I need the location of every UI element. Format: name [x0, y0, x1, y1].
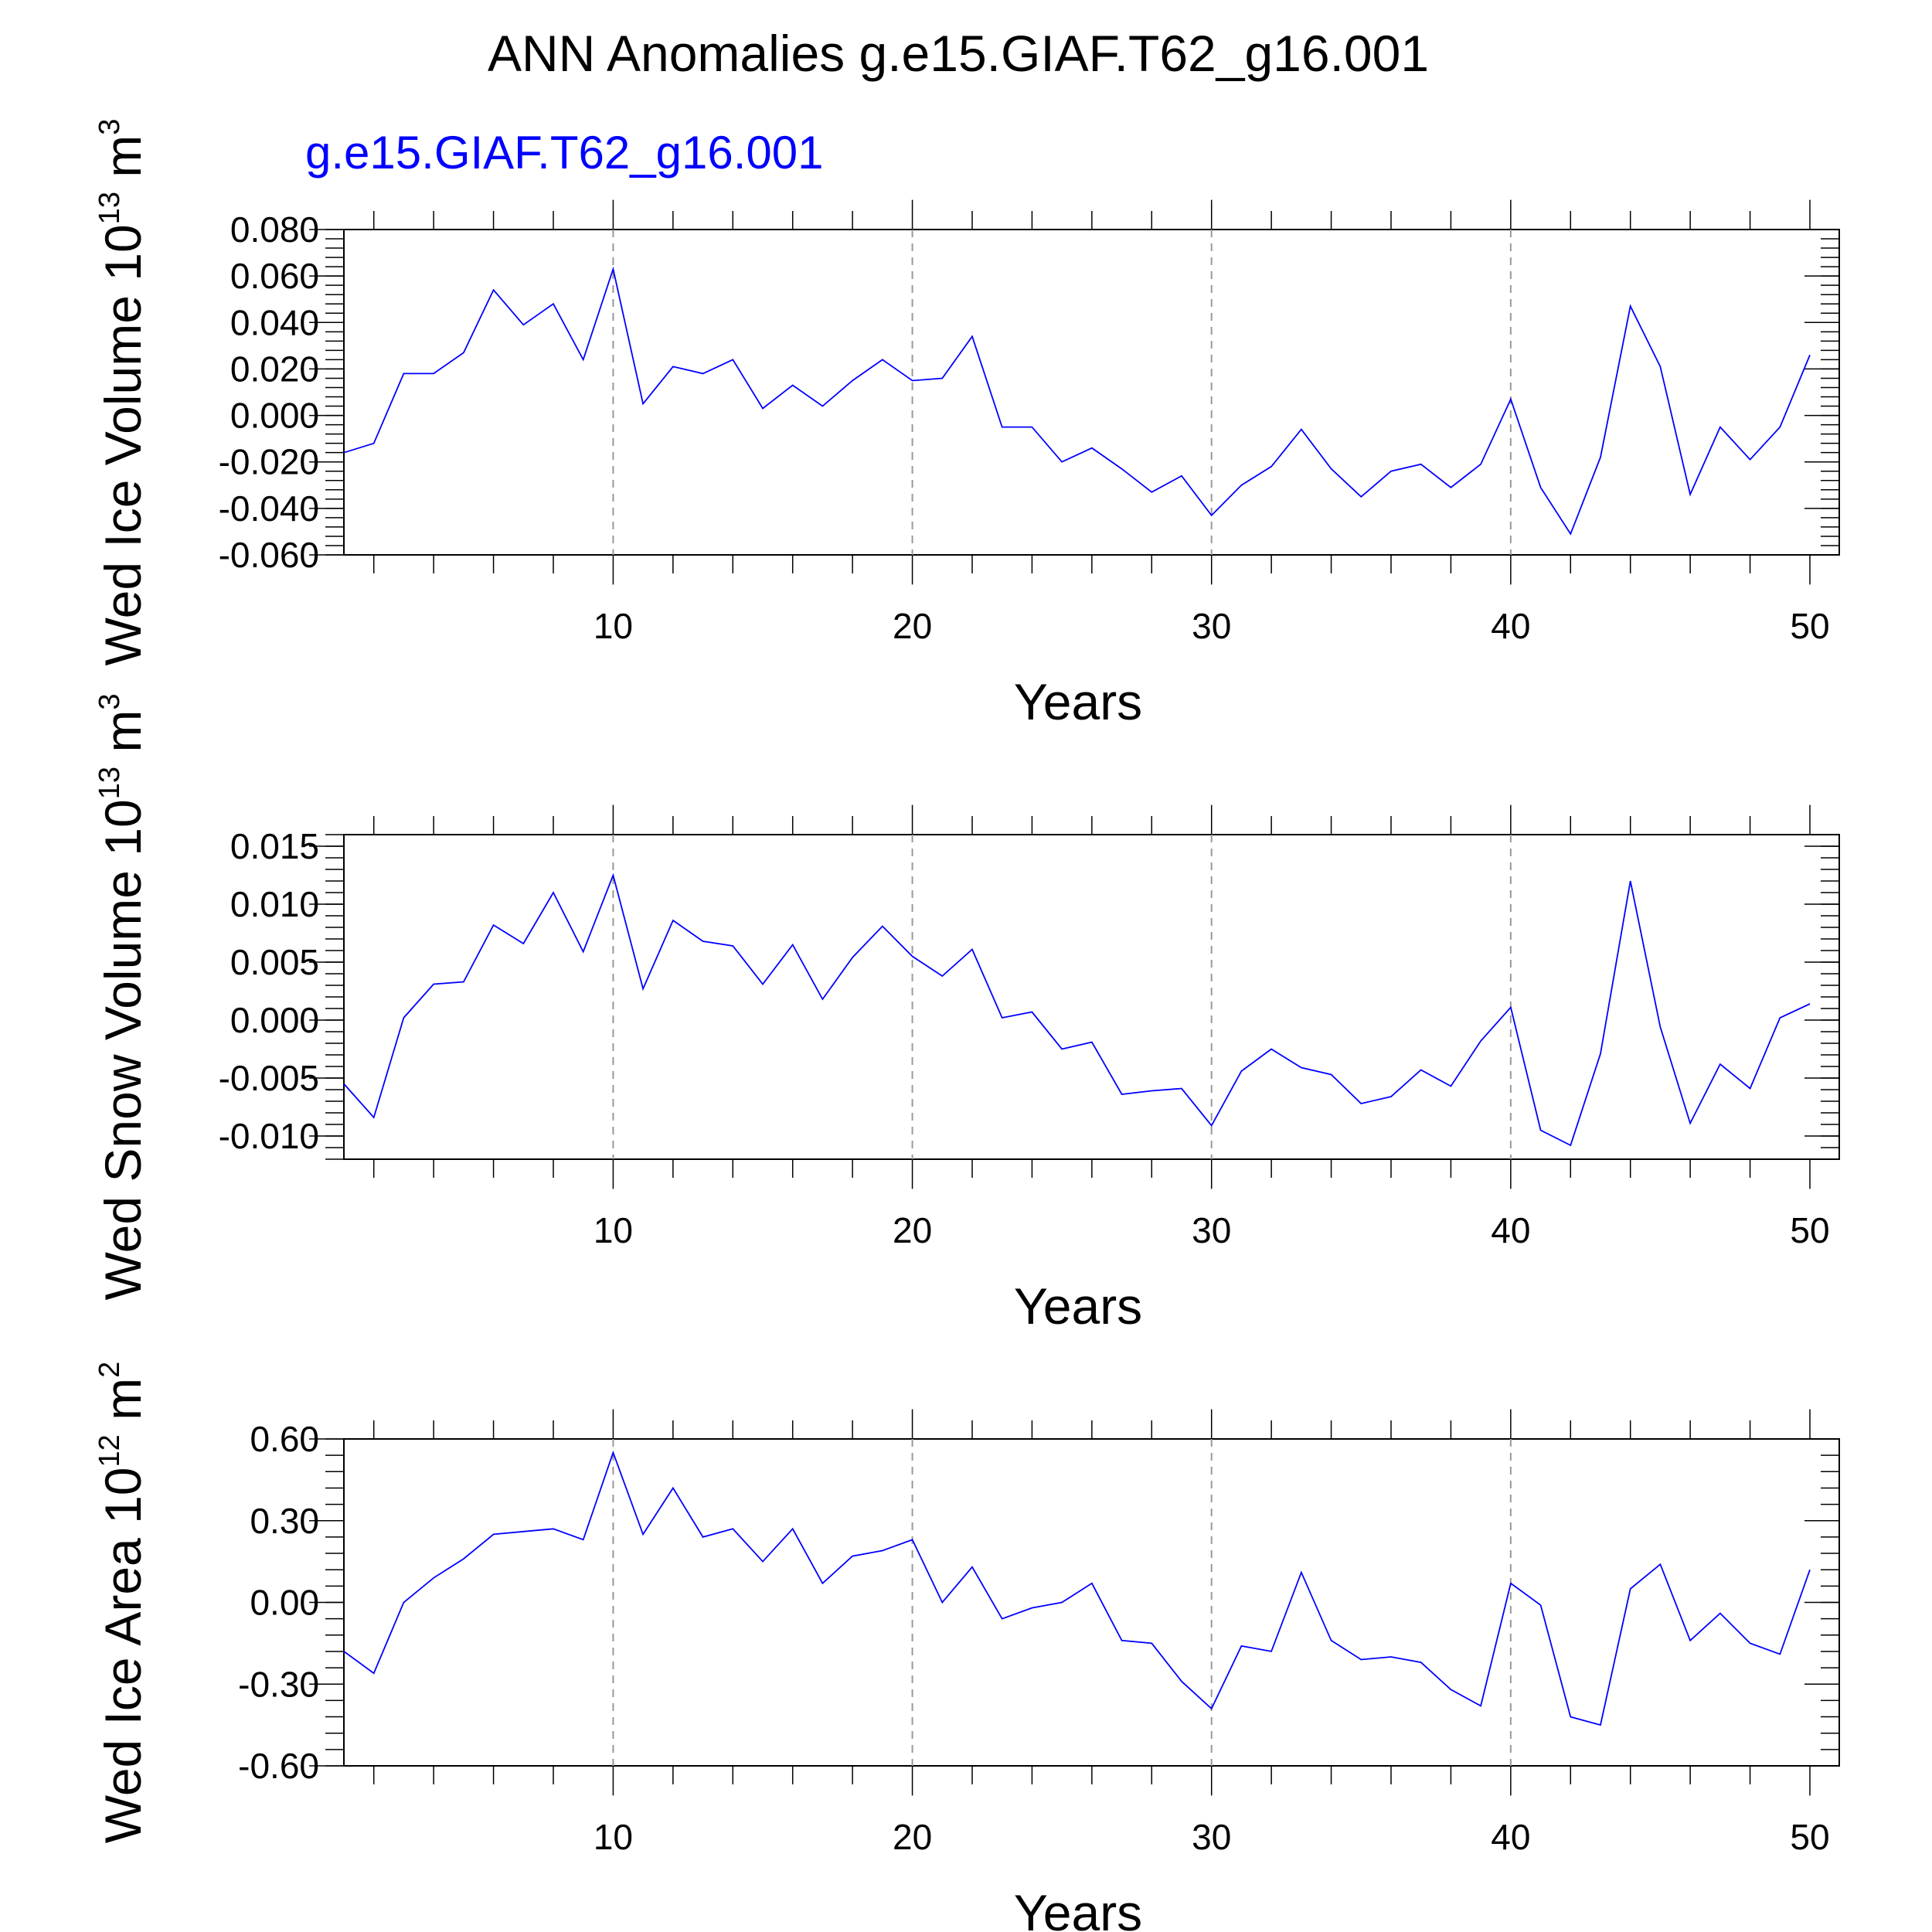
x-axis-title: Years [1014, 673, 1142, 730]
y-tick-label: 0.010 [230, 884, 319, 924]
x-tick-label: 30 [1192, 1817, 1231, 1857]
y-tick-label: 0.00 [250, 1583, 319, 1623]
x-tick-label: 20 [893, 606, 932, 646]
y-tick-label: 0.60 [250, 1419, 319, 1459]
x-tick-label: 40 [1491, 1210, 1530, 1250]
y-tick-label: 0.020 [230, 349, 319, 389]
x-tick-label: 10 [594, 1817, 633, 1857]
y-axis-title: Wed Ice Volume 1013 m3 [94, 119, 151, 666]
x-tick-label: 50 [1790, 1817, 1829, 1857]
panel-3: 10 20 30 40 50 Years -0.60 -0.30 0.00 0.30 0.60 Wed… [94, 1362, 1840, 1932]
chart-title: ANN Anomalies g.e15.GIAF.T62_g16.001 [488, 25, 1429, 82]
series-line [343, 1450, 1811, 1726]
y-tick-label: -0.010 [219, 1116, 319, 1156]
x-tick-label: 30 [1192, 1210, 1231, 1250]
y-tick-label: 0.015 [230, 826, 319, 866]
series-line [343, 266, 1811, 536]
series-line [343, 872, 1811, 1147]
y-tick-label: 0.005 [230, 942, 319, 982]
y-tick-label: 0.040 [230, 302, 319, 342]
panel-1: 10 20 30 40 50 Years -0.060 -0.040 -0.020 0.000 0.… [94, 119, 1840, 730]
y-tick-label: -0.30 [238, 1664, 319, 1704]
plot-frame [343, 229, 1840, 556]
x-tick-label: 50 [1790, 1210, 1829, 1250]
plot-frame [343, 834, 1840, 1160]
y-axis-title: Wed Snow Volume 1013 m3 [94, 694, 151, 1301]
panel-2: 10 20 30 40 50 Years -0.010 -0.005 0.000 0.005 0.0… [94, 694, 1840, 1335]
y-tick-label: 0.000 [230, 1000, 319, 1040]
y-tick-label: 0.080 [230, 209, 319, 250]
y-tick-label: -0.060 [219, 535, 319, 575]
x-tick-label: 10 [594, 1210, 633, 1250]
x-axis-title: Years [1014, 1277, 1142, 1335]
y-tick-label: -0.040 [219, 488, 319, 529]
y-tick-label: -0.005 [219, 1058, 319, 1098]
x-tick-label: 40 [1491, 606, 1530, 646]
x-tick-label: 50 [1790, 606, 1829, 646]
y-tick-label: -0.020 [219, 442, 319, 482]
plot-frame [343, 1438, 1840, 1767]
x-axis-title: Years [1014, 1884, 1142, 1932]
x-tick-label: 40 [1491, 1817, 1530, 1857]
x-tick-label: 10 [594, 606, 633, 646]
x-tick-label: 20 [893, 1210, 932, 1250]
x-tick-label: 20 [893, 1817, 932, 1857]
y-tick-label: 0.30 [250, 1501, 319, 1541]
chart-subtitle: g.e15.GIAF.T62_g16.001 [305, 127, 824, 179]
y-tick-label: 0.060 [230, 256, 319, 296]
chart-panels: 10 20 30 40 50 Years -0.060 -0.040 -0.020 0.000 0.… [94, 119, 1840, 1932]
y-tick-label: 0.000 [230, 396, 319, 436]
x-tick-label: 30 [1192, 606, 1231, 646]
y-axis-title: Wed Ice Area 1012 m2 [94, 1362, 151, 1844]
y-tick-label: -0.60 [238, 1746, 319, 1786]
